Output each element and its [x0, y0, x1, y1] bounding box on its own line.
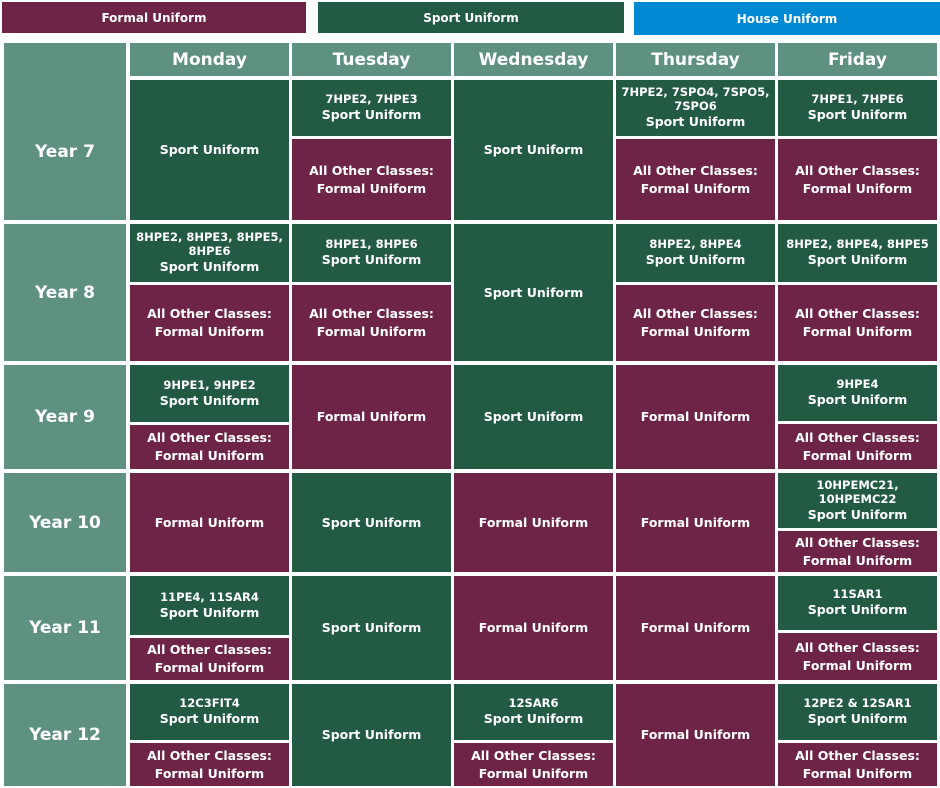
day-header-thursday: Thursday	[616, 43, 775, 76]
cell-y10-tuesday: Sport Uniform	[292, 473, 451, 572]
cell-y10-monday: Formal Uniform	[130, 473, 289, 572]
cell-y12-tuesday: Sport Uniform	[292, 684, 451, 786]
cell-y9-monday-sport: 9HPE1, 9HPE2 Sport Uniform	[130, 365, 289, 422]
cell-y12-wednesday-formal: All Other Classes: Formal Uniform	[454, 743, 613, 786]
cell-y8-tuesday-formal: All Other Classes: Formal Uniform	[292, 285, 451, 361]
cell-y11-friday-sport: 11SAR1 Sport Uniform	[778, 576, 937, 630]
legend-house-uniform: House Uniform	[634, 2, 940, 35]
cell-y11-monday-sport: 11PE4, 11SAR4 Sport Uniform	[130, 576, 289, 635]
year-header-8: Year 8	[4, 224, 126, 361]
cell-y10-thursday: Formal Uniform	[616, 473, 775, 572]
year-header-7: Year 7	[4, 43, 126, 220]
legend-sport-uniform: Sport Uniform	[318, 2, 624, 33]
cell-y11-monday-formal: All Other Classes: Formal Uniform	[130, 638, 289, 680]
cell-y9-friday-formal: All Other Classes: Formal Uniform	[778, 424, 937, 469]
cell-y12-wednesday-sport: 12SAR6 Sport Uniform	[454, 684, 613, 740]
cell-y7-monday: Sport Uniform	[130, 80, 289, 220]
cell-y8-friday-formal: All Other Classes: Formal Uniform	[778, 285, 937, 361]
cell-y8-tuesday-sport: 8HPE1, 8HPE6 Sport Uniform	[292, 224, 451, 282]
cell-y9-monday-formal: All Other Classes: Formal Uniform	[130, 425, 289, 469]
cell-y7-tuesday-formal: All Other Classes: Formal Uniform	[292, 139, 451, 220]
day-header-friday: Friday	[778, 43, 937, 76]
cell-y7-thursday-formal: All Other Classes: Formal Uniform	[616, 139, 775, 220]
cell-y9-friday-sport: 9HPE4 Sport Uniform	[778, 365, 937, 421]
year-header-12: Year 12	[4, 684, 126, 786]
cell-y9-thursday: Formal Uniform	[616, 365, 775, 469]
year-header-9: Year 9	[4, 365, 126, 469]
day-header-monday: Monday	[130, 43, 289, 76]
cell-y12-friday-sport: 12PE2 & 12SAR1 Sport Uniform	[778, 684, 937, 740]
cell-y11-friday-formal: All Other Classes: Formal Uniform	[778, 633, 937, 680]
cell-y9-wednesday: Sport Uniform	[454, 365, 613, 469]
cell-y12-friday-formal: All Other Classes: Formal Uniform	[778, 743, 937, 786]
cell-y10-wednesday: Formal Uniform	[454, 473, 613, 572]
cell-y8-monday-formal: All Other Classes: Formal Uniform	[130, 285, 289, 361]
cell-y12-monday-sport: 12C3FIT4 Sport Uniform	[130, 684, 289, 740]
cell-y11-wednesday: Formal Uniform	[454, 576, 613, 680]
day-header-tuesday: Tuesday	[292, 43, 451, 76]
cell-y8-thursday-sport: 8HPE2, 8HPE4 Sport Uniform	[616, 224, 775, 282]
cell-y8-monday-sport: 8HPE2, 8HPE3, 8HPE5, 8HPE6 Sport Uniform	[130, 224, 289, 282]
cell-y8-wednesday: Sport Uniform	[454, 224, 613, 361]
cell-y8-thursday-formal: All Other Classes: Formal Uniform	[616, 285, 775, 361]
day-header-wednesday: Wednesday	[454, 43, 613, 76]
cell-y11-thursday: Formal Uniform	[616, 576, 775, 680]
cell-y11-tuesday: Sport Uniform	[292, 576, 451, 680]
cell-y12-monday-formal: All Other Classes: Formal Uniform	[130, 743, 289, 786]
cell-y10-friday-sport: 10HPEMC21, 10HPEMC22 Sport Uniform	[778, 473, 937, 528]
cell-y9-tuesday: Formal Uniform	[292, 365, 451, 469]
year-header-10: Year 10	[4, 473, 126, 572]
year-header-11: Year 11	[4, 576, 126, 680]
cell-y7-wednesday: Sport Uniform	[454, 80, 613, 220]
cell-y10-friday-formal: All Other Classes: Formal Uniform	[778, 531, 937, 572]
cell-y7-thursday-sport: 7HPE2, 7SPO4, 7SPO5, 7SPO6 Sport Uniform	[616, 80, 775, 136]
cell-y7-friday-formal: All Other Classes: Formal Uniform	[778, 139, 937, 220]
cell-y7-tuesday-sport: 7HPE2, 7HPE3 Sport Uniform	[292, 80, 451, 136]
cell-y8-friday-sport: 8HPE2, 8HPE4, 8HPE5 Sport Uniform	[778, 224, 937, 282]
cell-y7-friday-sport: 7HPE1, 7HPE6 Sport Uniform	[778, 80, 937, 136]
legend-formal-uniform: Formal Uniform	[2, 2, 306, 33]
cell-y12-thursday: Formal Uniform	[616, 684, 775, 786]
